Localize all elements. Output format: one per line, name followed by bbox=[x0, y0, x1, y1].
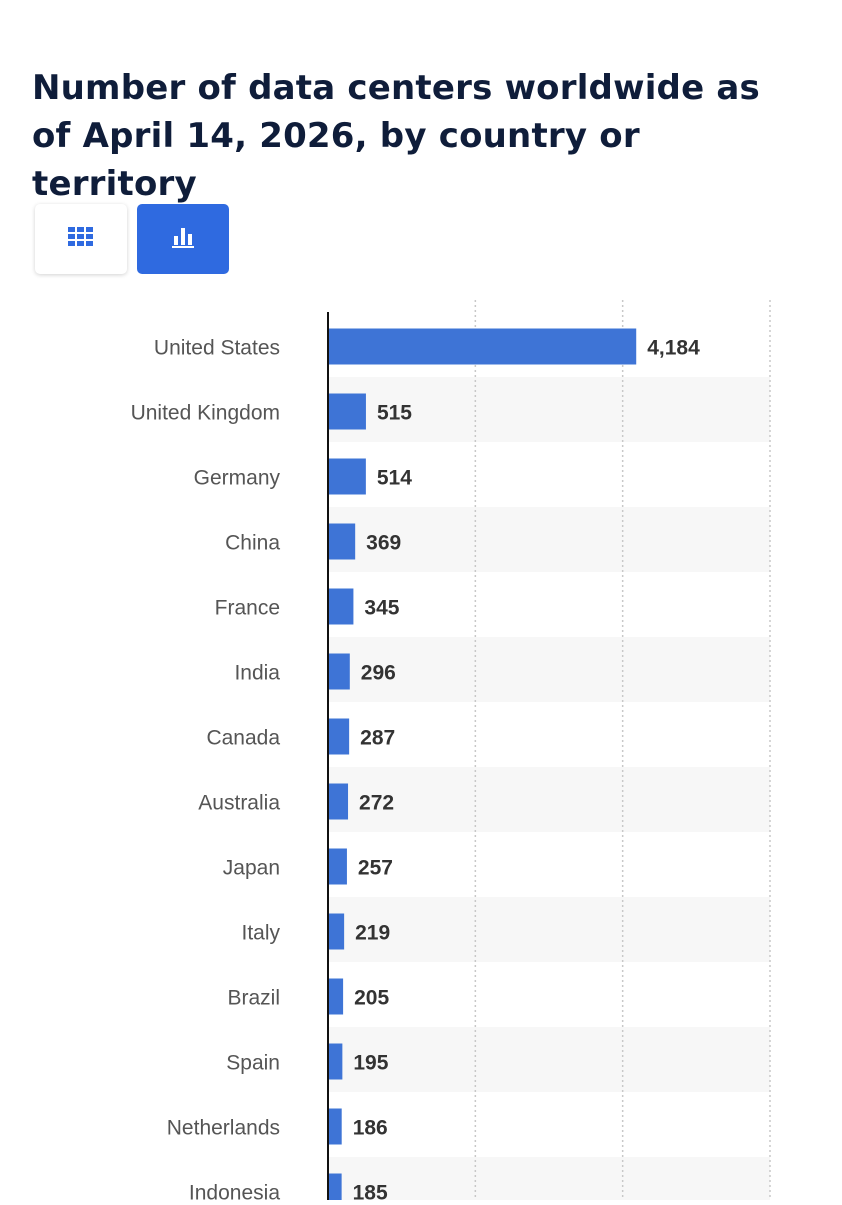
chart-title: Number of data centers worldwide as of A… bbox=[32, 68, 760, 204]
bar-spain bbox=[328, 1043, 343, 1080]
table-view-button[interactable] bbox=[35, 204, 127, 274]
row-stripe bbox=[328, 637, 770, 702]
row-stripe bbox=[328, 767, 770, 832]
category-label: United States bbox=[154, 337, 280, 360]
bar-canada bbox=[328, 718, 350, 755]
category-label: Brazil bbox=[227, 987, 280, 1010]
category-label: India bbox=[234, 662, 280, 685]
category-label: Japan bbox=[223, 857, 280, 880]
value-label: 514 bbox=[377, 467, 412, 490]
bar-france bbox=[328, 588, 354, 625]
chart-view-button[interactable] bbox=[137, 204, 229, 274]
bar-brazil bbox=[328, 978, 344, 1015]
bar-netherlands bbox=[328, 1108, 342, 1145]
value-label: 515 bbox=[377, 402, 412, 425]
value-label: 185 bbox=[353, 1182, 388, 1201]
value-label: 195 bbox=[353, 1052, 388, 1075]
bar-japan bbox=[328, 848, 347, 885]
category-label: China bbox=[225, 532, 280, 555]
bar-india bbox=[328, 653, 350, 690]
row-stripe bbox=[328, 507, 770, 572]
value-label: 257 bbox=[358, 857, 393, 880]
category-label: Italy bbox=[241, 922, 280, 945]
row-stripe bbox=[328, 377, 770, 442]
category-label: France bbox=[215, 597, 280, 620]
row-stripe bbox=[328, 1027, 770, 1092]
value-label: 186 bbox=[353, 1117, 388, 1140]
bar-indonesia bbox=[328, 1173, 342, 1205]
value-label: 219 bbox=[355, 922, 390, 945]
category-label: United Kingdom bbox=[131, 402, 280, 425]
value-label: 345 bbox=[364, 597, 399, 620]
bar-chart: United States 4,184 United Kingdom 515 Germa… bbox=[0, 300, 842, 1205]
category-label: Canada bbox=[206, 727, 280, 750]
bar-germany bbox=[328, 458, 366, 495]
category-label: Netherlands bbox=[167, 1117, 280, 1140]
bar-chart-icon bbox=[171, 225, 195, 254]
bar-china bbox=[328, 523, 356, 560]
category-label: Spain bbox=[226, 1052, 280, 1075]
bar-australia bbox=[328, 783, 349, 820]
bar-italy bbox=[328, 913, 345, 950]
value-label: 296 bbox=[361, 662, 396, 685]
value-label: 4,184 bbox=[647, 337, 700, 360]
table-grid-icon bbox=[68, 226, 94, 252]
bar-united-kingdom bbox=[328, 393, 366, 430]
value-label: 369 bbox=[366, 532, 401, 555]
bar-united-states bbox=[328, 328, 637, 365]
row-stripe bbox=[328, 897, 770, 962]
value-label: 287 bbox=[360, 727, 395, 750]
category-label: Indonesia bbox=[189, 1182, 280, 1201]
category-label: Germany bbox=[194, 467, 281, 490]
value-label: 205 bbox=[354, 987, 389, 1010]
value-label: 272 bbox=[359, 792, 394, 815]
chart-svg: United States 4,184 United Kingdom 515 Germa… bbox=[131, 300, 771, 1205]
row-stripe bbox=[328, 1157, 770, 1205]
category-label: Australia bbox=[198, 792, 280, 815]
